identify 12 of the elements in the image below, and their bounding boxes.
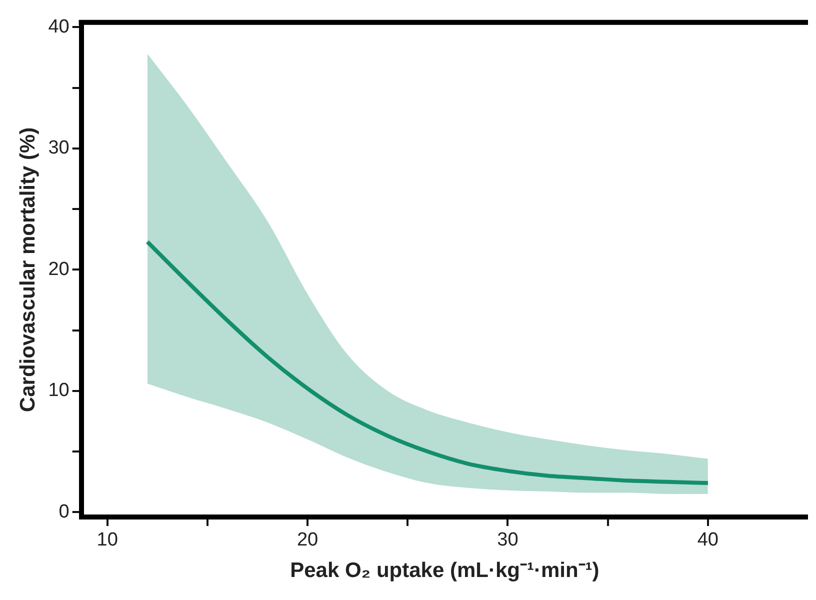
x-tick-label: 10 xyxy=(96,530,118,551)
x-axis-title: Peak O₂ uptake (mL·kg⁻¹·min⁻¹) xyxy=(290,559,600,582)
x-tick-label: 20 xyxy=(296,530,318,551)
line-series xyxy=(145,240,710,486)
y-tick-label: 30 xyxy=(48,138,70,159)
y-axis-title: Cardiovascular mortality (%) xyxy=(16,127,40,412)
x-tick-label: 40 xyxy=(697,530,718,551)
y-tick-label: 10 xyxy=(48,380,70,402)
y-tick-label: 0 xyxy=(58,501,70,522)
y-tick-label: 40 xyxy=(48,16,70,38)
y-tick-label: 20 xyxy=(48,258,70,280)
x-tick-label: 30 xyxy=(497,530,518,551)
